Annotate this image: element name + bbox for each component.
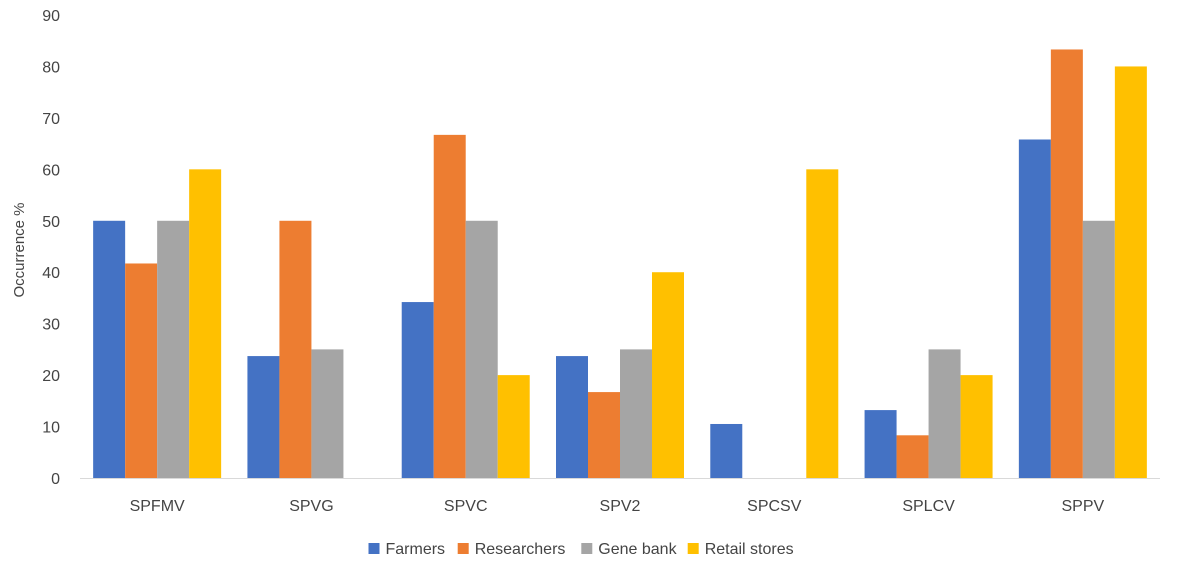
y-tick-label: 0 xyxy=(51,471,60,488)
legend-swatch-gene-bank xyxy=(581,543,593,554)
bar-researchers-spv2 xyxy=(588,392,620,478)
y-tick-label: 50 xyxy=(42,214,60,231)
y-tick-label: 80 xyxy=(42,59,60,76)
x-tick-label: SPV2 xyxy=(600,498,641,515)
x-tick-label: SPVG xyxy=(289,498,333,515)
bar-gene-bank-sppv xyxy=(1082,220,1115,478)
bars xyxy=(93,49,1147,479)
x-axis-ticks: SPFMV SPVG SPVC SPV2 SPCSV SPLCV SPPV xyxy=(130,498,1105,515)
bar-researchers-spvg xyxy=(279,220,312,478)
y-tick-label: 90 xyxy=(42,8,60,25)
bar-researchers-sppv xyxy=(1050,49,1083,479)
bar-retail-stores-spcsv xyxy=(806,169,839,479)
x-tick-label: SPLCV xyxy=(902,498,955,515)
bar-retail-stores-splcv xyxy=(960,375,993,478)
y-tick-label: 60 xyxy=(42,162,60,179)
legend-label: Gene bank xyxy=(598,541,677,558)
bar-retail-stores-spvc xyxy=(497,375,530,478)
y-tick-label: 10 xyxy=(42,420,60,437)
bar-gene-bank-spfmv xyxy=(157,220,190,478)
legend-label: Retail stores xyxy=(705,541,794,558)
bar-retail-stores-sppv xyxy=(1114,66,1147,478)
y-tick-label: 20 xyxy=(42,368,60,385)
x-tick-label: SPFMV xyxy=(130,498,185,515)
y-axis-title: Occurrence % xyxy=(11,202,28,297)
x-tick-label: SPCSV xyxy=(747,498,802,515)
bar-gene-bank-spvg xyxy=(311,349,344,478)
bar-farmers-sppv xyxy=(1018,139,1051,479)
x-tick-label: SPPV xyxy=(1062,498,1105,515)
legend-label: Researchers xyxy=(475,541,566,558)
y-tick-label: 30 xyxy=(42,317,60,334)
y-tick-label: 40 xyxy=(42,265,60,282)
legend: Farmers Researchers Gene bank Retail stores xyxy=(368,541,794,558)
y-tick-label: 70 xyxy=(42,111,60,128)
bar-gene-bank-spvc xyxy=(465,220,498,478)
legend-swatch-researchers xyxy=(457,543,469,554)
bar-researchers-spfmv xyxy=(125,263,158,478)
bar-retail-stores-spv2 xyxy=(652,272,684,478)
legend-swatch-retail-stores xyxy=(687,543,699,554)
bar-farmers-spvg xyxy=(247,356,280,478)
bar-farmers-spcsv xyxy=(710,423,743,478)
bar-farmers-spfmv xyxy=(93,220,126,478)
x-tick-label: SPVC xyxy=(444,498,488,515)
bar-gene-bank-spv2 xyxy=(620,349,652,478)
legend-swatch-farmers xyxy=(368,543,380,554)
legend-label: Farmers xyxy=(386,541,446,558)
bar-researchers-spvc xyxy=(433,134,466,479)
y-axis-ticks: 0 10 20 30 40 50 60 70 80 90 xyxy=(42,8,60,488)
bar-farmers-spvc xyxy=(401,302,434,478)
bar-farmers-spv2 xyxy=(556,356,588,478)
bar-researchers-splcv xyxy=(896,435,929,478)
bar-retail-stores-spfmv xyxy=(189,169,222,479)
bar-farmers-splcv xyxy=(864,410,897,478)
bar-gene-bank-splcv xyxy=(928,349,961,478)
